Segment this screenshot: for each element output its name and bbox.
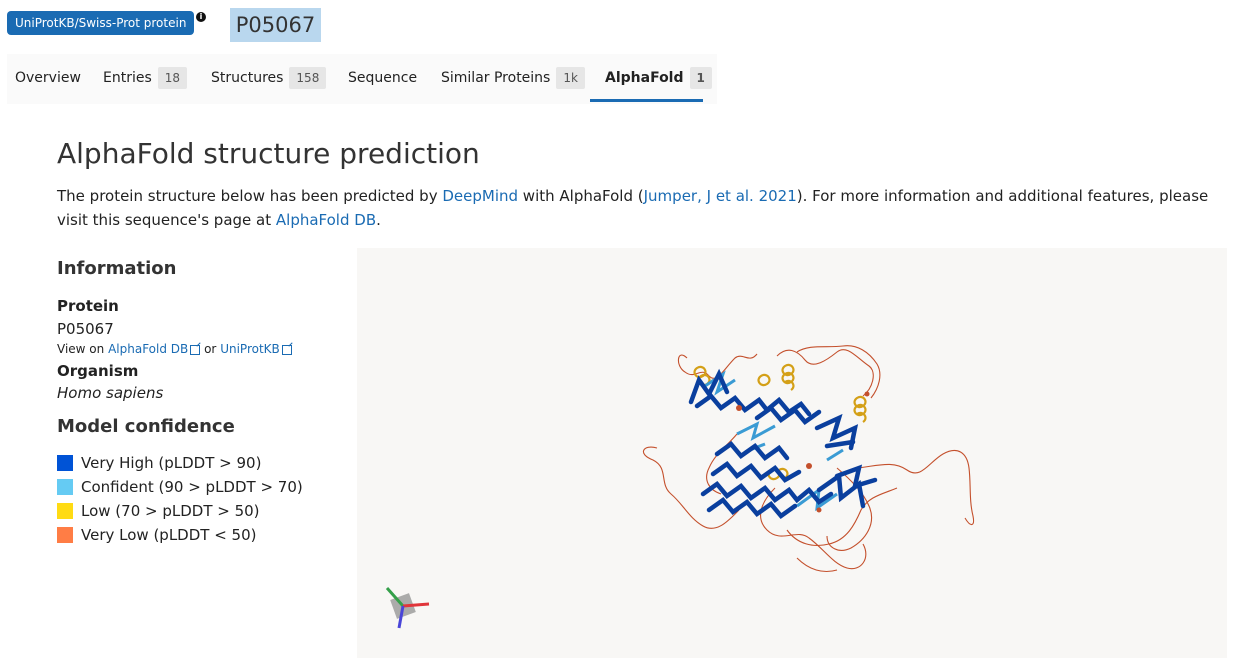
tab-label: Overview (15, 70, 81, 86)
tab-label: Entries (103, 70, 152, 86)
db-badge[interactable]: UniProtKB/Swiss-Prot protein (7, 11, 195, 35)
desc-text: . (376, 211, 381, 229)
legend-label: Low (70 > pLDDT > 50) (81, 502, 260, 520)
legend-very-low: Very Low (pLDDT < 50) (57, 523, 347, 547)
model-confidence-heading: Model confidence (57, 416, 235, 437)
tab-label: AlphaFold (605, 70, 684, 86)
legend-confident: Confident (90 > pLDDT > 70) (57, 475, 347, 499)
accession-id: P05067 (230, 8, 321, 42)
information-heading: Information (57, 258, 177, 279)
protein-structure-render (385, 345, 975, 629)
tab-similar-proteins[interactable]: Similar Proteins 1k (441, 54, 585, 102)
structure-viewer[interactable] (357, 248, 1227, 658)
tab-overview[interactable]: Overview (15, 54, 81, 102)
tab-label: Structures (211, 70, 284, 86)
tab-count: 1 (689, 67, 712, 89)
view-on-text: View on (57, 342, 105, 356)
tab-alphafold[interactable]: AlphaFold 1 (605, 54, 712, 102)
active-tab-indicator (590, 99, 703, 102)
link-label: AlphaFold DB (108, 342, 189, 356)
legend-swatch (57, 527, 73, 543)
disordered-loops (642, 345, 975, 573)
or-text: or (204, 342, 217, 356)
external-link-icon (190, 344, 201, 355)
desc-text: with AlphaFold ( (518, 187, 644, 205)
tab-sequence[interactable]: Sequence (348, 54, 417, 102)
legend-low: Low (70 > pLDDT > 50) (57, 499, 347, 523)
tab-bar: Overview Entries 18 Structures 158 Sequenc… (7, 54, 717, 104)
tab-count: 18 (157, 67, 188, 89)
uniprotkb-ext-link[interactable]: UniProtKB (220, 342, 292, 356)
tab-entries[interactable]: Entries 18 (103, 54, 188, 102)
information-panel: Information Protein P05067 View on Alpha… (57, 258, 347, 547)
deepmind-link[interactable]: DeepMind (442, 187, 519, 205)
legend-very-high: Very High (pLDDT > 90) (57, 451, 347, 475)
tab-count: 158 (289, 67, 327, 89)
description: The protein structure below has been pre… (57, 184, 1227, 232)
tab-label: Sequence (348, 70, 418, 86)
legend-label: Very Low (pLDDT < 50) (81, 526, 257, 544)
alphafold-db-link[interactable]: AlphaFold DB (275, 211, 377, 229)
protein-value: P05067 (57, 320, 114, 338)
desc-text: The protein structure below has been pre… (57, 187, 443, 205)
link-label: UniProtKB (220, 342, 280, 356)
protein-label: Protein (57, 297, 119, 315)
tab-structures[interactable]: Structures 158 (211, 54, 327, 102)
legend-swatch (57, 503, 73, 519)
tab-count: 1k (556, 67, 585, 89)
accent-residues (736, 391, 870, 513)
very-high-confidence-regions (688, 368, 878, 520)
external-link-icon (281, 344, 292, 355)
desc-text: ). For more information and additional f… (57, 187, 1209, 229)
alphafold-db-ext-link[interactable]: AlphaFold DB (108, 342, 201, 356)
legend-label: Confident (90 > pLDDT > 70) (81, 478, 303, 496)
axis-orientation-gizmo (385, 587, 430, 629)
organism-label: Organism (57, 362, 139, 380)
legend-label: Very High (pLDDT > 90) (81, 454, 262, 472)
organism-value: Homo sapiens (57, 384, 164, 402)
page-title: AlphaFold structure prediction (57, 137, 480, 170)
tab-label: Similar Proteins (441, 70, 551, 86)
info-icon[interactable]: i (196, 12, 206, 22)
citation-link[interactable]: Jumper, J et al. 2021 (643, 187, 797, 205)
legend-swatch (57, 455, 73, 471)
view-on-row: View on AlphaFold DB or UniProtKB (57, 342, 347, 356)
legend-swatch (57, 479, 73, 495)
